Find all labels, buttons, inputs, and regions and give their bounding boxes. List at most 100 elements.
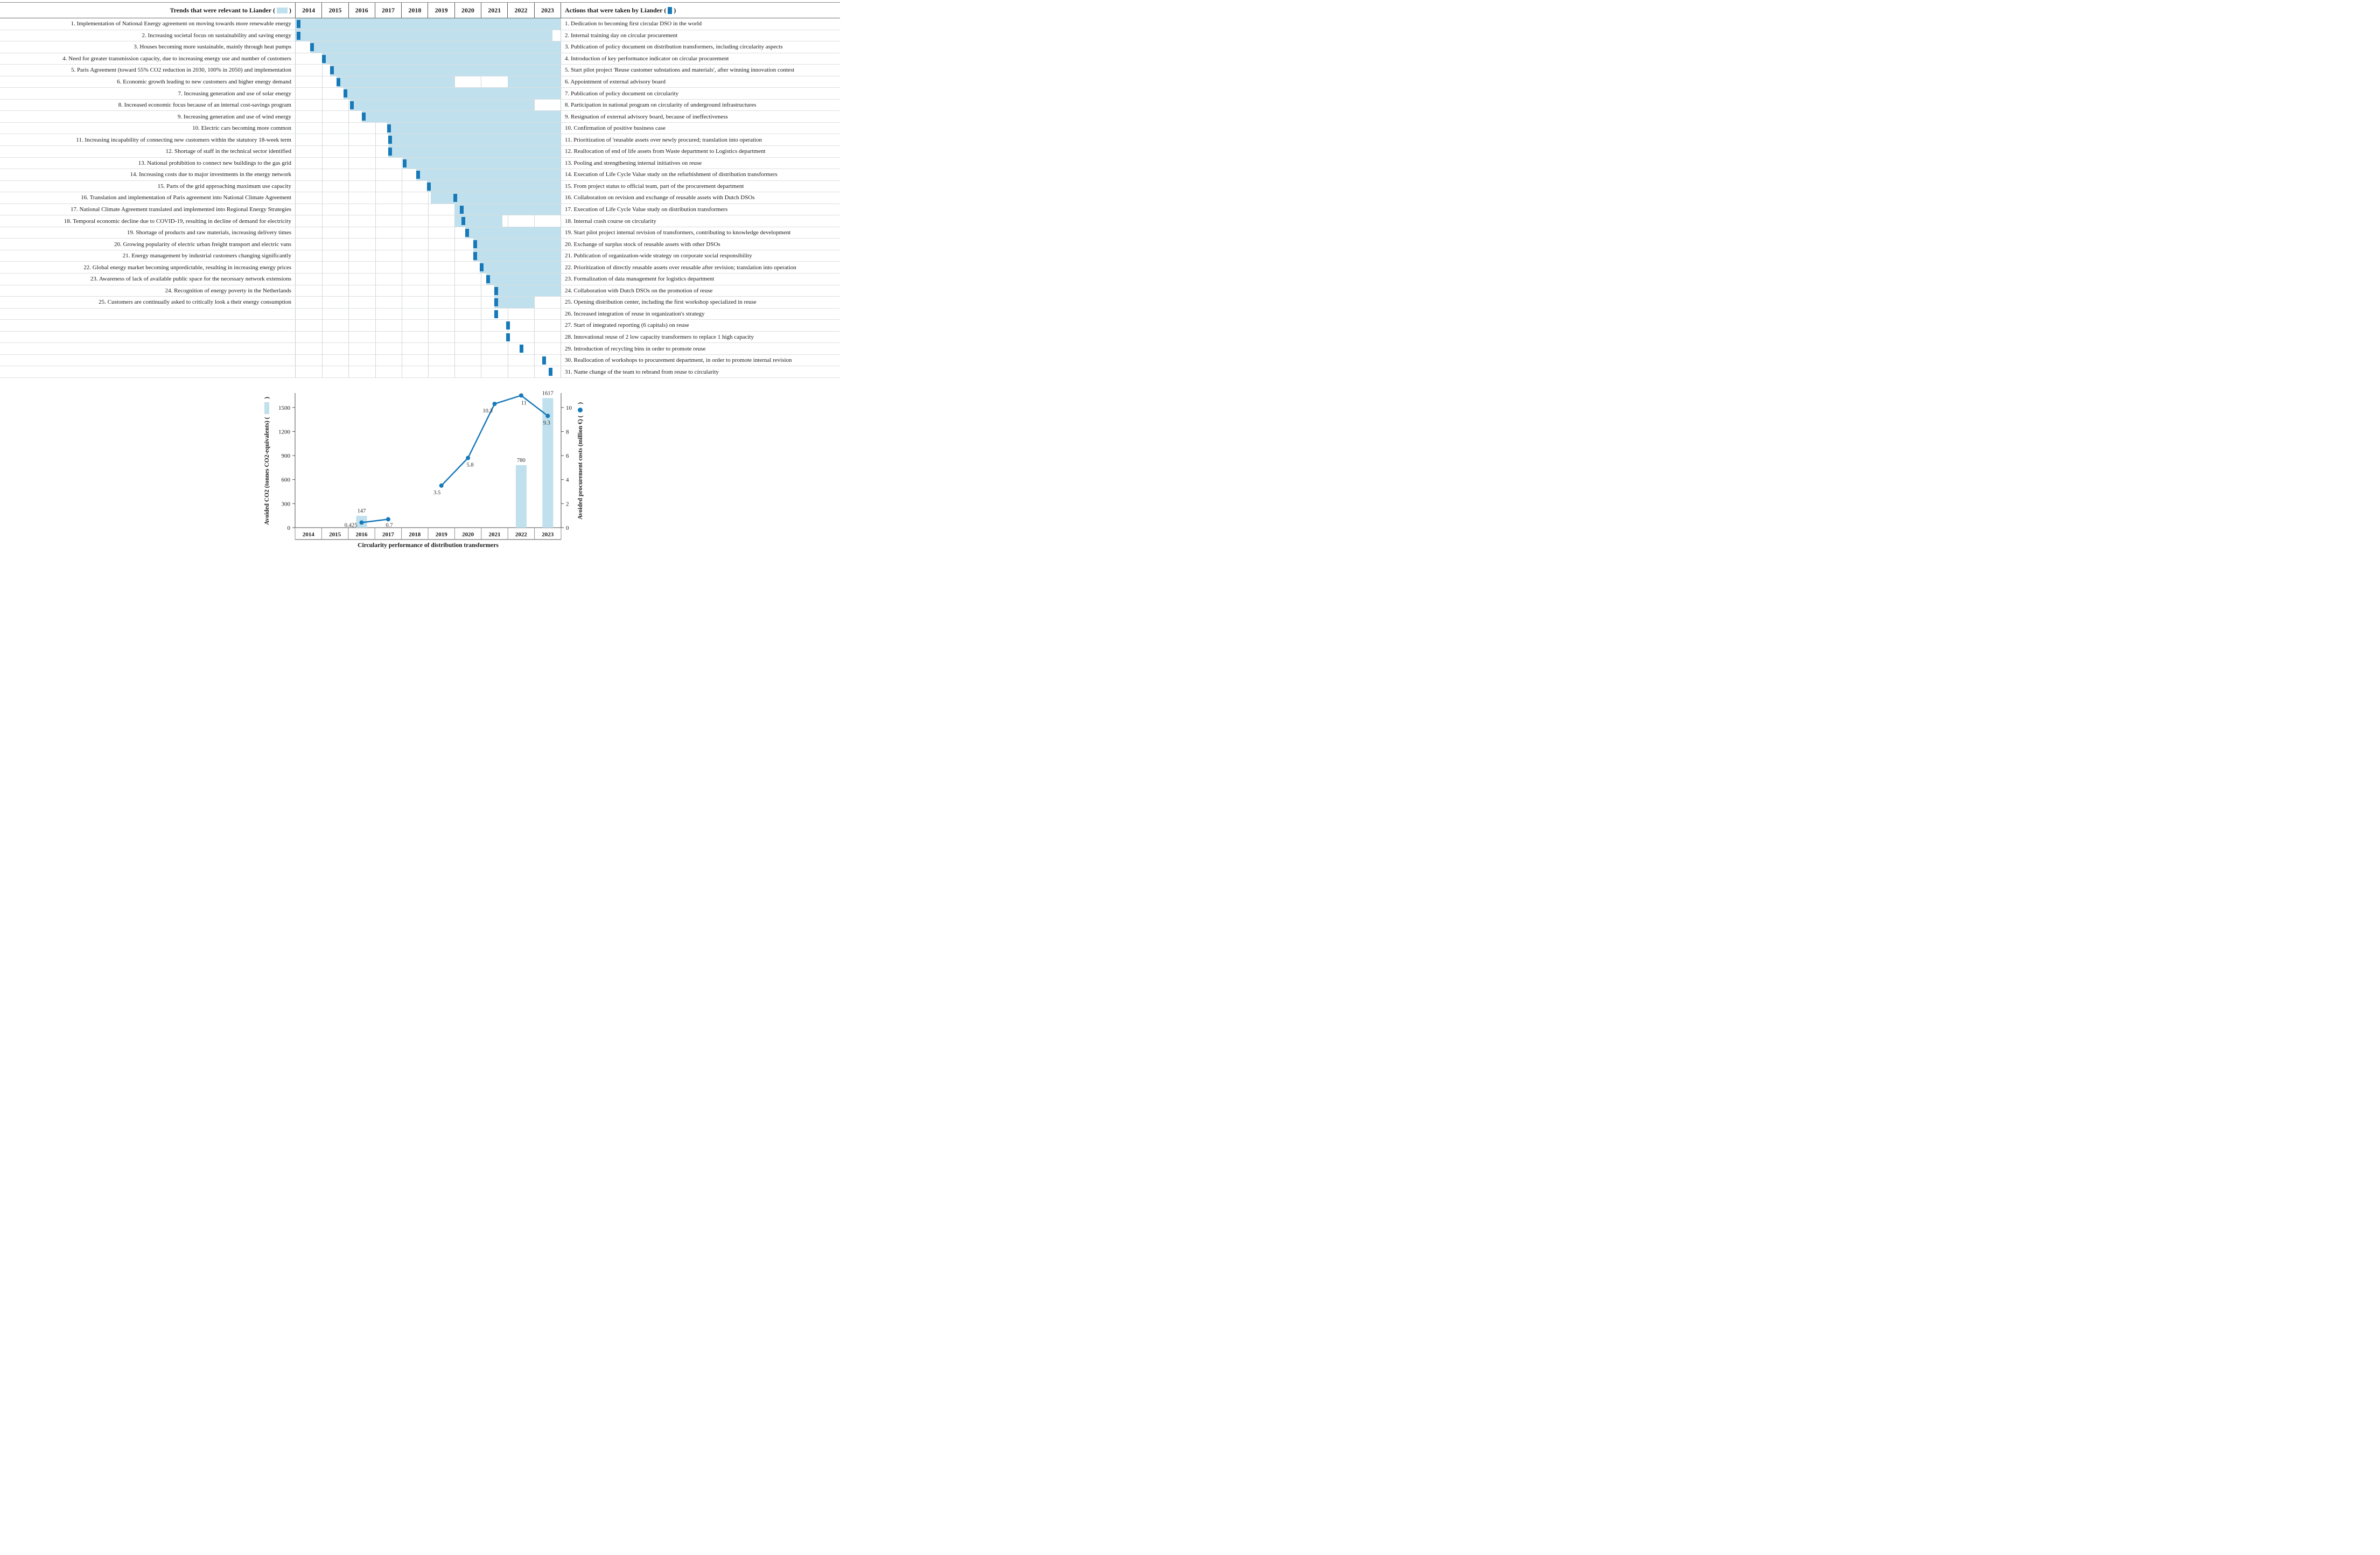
trend-duration-bar xyxy=(296,18,561,30)
year-gridline xyxy=(375,157,376,169)
timeline-row: 16. Translation and implementation of Pa… xyxy=(0,192,840,204)
year-gridline xyxy=(375,354,376,366)
year-gridline xyxy=(375,320,376,331)
x-year-label: 2020 xyxy=(462,531,474,538)
year-gridline xyxy=(428,308,429,320)
action-label: 28. Innovational reuse of 2 low capacity… xyxy=(565,334,754,341)
year-gridline xyxy=(534,297,535,308)
timeline-row: 18. Temporal economic decline due to COV… xyxy=(0,215,840,227)
year-gridline xyxy=(322,111,323,122)
year-gridline xyxy=(375,146,376,157)
trends-header-label: Trends that were relevant to Liander ( xyxy=(170,6,275,14)
year-gridline xyxy=(322,308,323,320)
x-year-label: 2014 xyxy=(303,531,315,538)
trend-duration-bar xyxy=(494,285,561,297)
action-marker xyxy=(453,194,457,202)
trend-duration-bar xyxy=(454,215,502,227)
timeline-track xyxy=(295,65,561,76)
timeline-row: 22. Global energy market becoming unpred… xyxy=(0,262,840,274)
year-header-label: 2021 xyxy=(481,3,508,18)
timeline-track xyxy=(295,157,561,169)
timeline-track xyxy=(295,169,561,180)
timeline-track xyxy=(295,250,561,262)
timeline-track xyxy=(295,111,561,122)
action-marker xyxy=(519,345,523,353)
year-gridline xyxy=(322,65,323,76)
year-gridline xyxy=(375,308,376,320)
action-marker xyxy=(297,31,301,40)
year-gridline xyxy=(322,99,323,111)
action-marker xyxy=(461,217,465,226)
cost-point xyxy=(466,456,471,460)
year-gridline xyxy=(322,285,323,297)
year-gridline xyxy=(454,274,456,285)
year-gridline xyxy=(428,366,429,377)
year-gridline xyxy=(322,76,323,88)
year-gridline xyxy=(348,169,349,180)
year-gridline xyxy=(322,204,323,215)
action-marker xyxy=(460,205,464,214)
year-gridline xyxy=(428,274,429,285)
trend-label: 9. Increasing generation and use of wind… xyxy=(177,113,291,120)
action-marker xyxy=(506,333,510,341)
year-gridline xyxy=(454,366,456,377)
year-gridline xyxy=(322,157,323,169)
year-gridline xyxy=(322,122,323,134)
year-gridline xyxy=(348,262,349,274)
trend-label: 24. Recognition of energy poverty in the… xyxy=(165,287,291,294)
point-value-label: 0.7 xyxy=(386,522,393,528)
action-marker xyxy=(403,159,407,167)
action-label: 1. Dedication to becoming first circular… xyxy=(565,20,702,27)
year-gridline xyxy=(428,285,429,297)
timeline-row: 14. Increasing costs due to major invest… xyxy=(0,169,840,181)
timeline-header: Trends that were relevant to Liander ( )… xyxy=(0,2,840,18)
timeline-row: 6. Economic growth leading to new custom… xyxy=(0,76,840,88)
action-label: 9. Resignation of external advisory boar… xyxy=(565,113,728,120)
action-label: 11. Prioritization of 'reusable assets o… xyxy=(565,136,762,143)
year-gridline xyxy=(348,250,349,262)
year-gridline xyxy=(534,331,535,343)
timeline-row: 21. Energy management by industrial cust… xyxy=(0,250,840,262)
trend-label: 4. Need for greater transmission capacit… xyxy=(62,55,291,62)
action-marker xyxy=(343,89,347,98)
action-label: 20. Exchange of surplus stock of reusabl… xyxy=(565,241,720,248)
timeline-track xyxy=(295,204,561,215)
trend-label: 2. Increasing societal focus on sustaina… xyxy=(142,32,291,39)
year-gridline xyxy=(322,227,323,239)
year-gridline xyxy=(428,331,429,343)
year-gridline xyxy=(348,122,349,134)
left-tick-label: 900 xyxy=(282,453,291,459)
action-legend-swatch-icon xyxy=(668,6,673,14)
trend-legend-swatch-icon xyxy=(277,7,288,13)
trend-label xyxy=(0,332,295,343)
action-label: 6. Appointment of external advisory boar… xyxy=(565,79,666,85)
cost-point xyxy=(439,483,444,488)
x-year-label: 2021 xyxy=(489,531,501,538)
action-marker xyxy=(297,20,301,28)
performance-chart: 0 300 600 900 1200 1500 0 2 4 6 8 10 2014 2015 2016 201… xyxy=(278,390,572,549)
right-tick-label: 4 xyxy=(566,477,569,484)
timeline-track xyxy=(295,122,561,134)
trend-label: 21. Energy management by industrial cust… xyxy=(122,253,291,260)
right-tick-label: 6 xyxy=(566,453,569,459)
action-label: 21. Publication of organization-wide str… xyxy=(565,253,752,260)
trend-label: 12. Shortage of staff in the technical s… xyxy=(165,148,291,155)
year-gridline xyxy=(534,308,535,320)
timeline-track xyxy=(295,146,561,157)
timeline-track xyxy=(295,41,561,53)
bar-value-label: 780 xyxy=(517,458,526,464)
year-gridline xyxy=(375,297,376,308)
year-gridline xyxy=(322,366,323,377)
action-marker xyxy=(322,54,326,63)
year-gridline xyxy=(322,180,323,192)
year-gridline xyxy=(454,285,456,297)
action-label: 18. Internal crash course on circularity xyxy=(565,218,656,225)
action-marker xyxy=(473,240,477,249)
year-header-label: 2020 xyxy=(455,3,482,18)
year-header-row: 2014 2015 2016 2017 2018 2019 2020 2021 2022 2023 xyxy=(295,3,561,18)
cost-line xyxy=(361,519,389,523)
timeline-row: 1. Implementation of National Energy agr… xyxy=(0,18,840,30)
trend-duration-bar xyxy=(337,76,455,88)
timeline-row: 11. Increasing incapability of connectin… xyxy=(0,134,840,146)
co2-bar xyxy=(542,398,554,528)
